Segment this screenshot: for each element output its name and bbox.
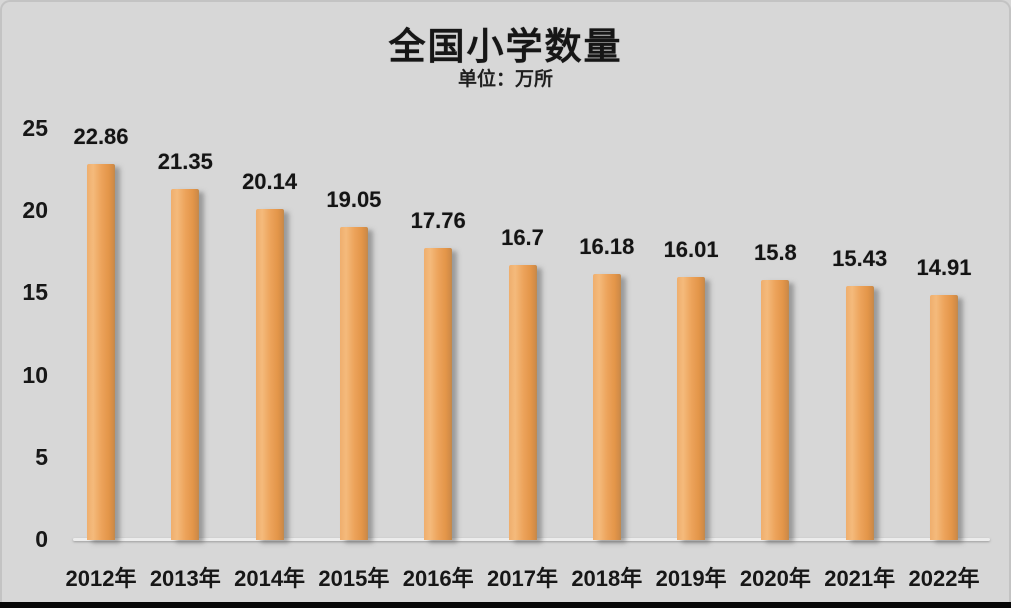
y-tick-label: 15	[22, 279, 48, 306]
bar	[592, 274, 621, 540]
bar-value-label: 16.01	[663, 236, 719, 262]
bar-value-label: 16.7	[501, 225, 544, 251]
bar	[255, 208, 284, 540]
y-tick-label: 20	[22, 197, 48, 224]
x-tick-label: 2015年	[318, 566, 390, 591]
bar	[845, 286, 874, 540]
x-tick-label: 2020年	[739, 566, 811, 591]
bar-value-label: 15.8	[753, 240, 797, 266]
bar-value-label: 20.14	[242, 168, 298, 194]
bar	[930, 294, 958, 540]
y-tick-label: 25	[22, 115, 48, 141]
chart-title: 全国小学数量	[388, 26, 623, 67]
bar-value-label: 17.76	[410, 208, 466, 234]
x-tick-label: 2021年	[824, 566, 896, 591]
bar-value-label: 21.35	[157, 149, 213, 174]
x-tick-label: 2016年	[402, 566, 474, 591]
bar-value-label: 15.43	[832, 246, 888, 272]
bar	[761, 280, 790, 540]
bottom-border-strip	[0, 602, 1011, 608]
bar	[508, 265, 537, 540]
bar	[171, 189, 200, 540]
x-tick-label: 2018年	[571, 566, 643, 591]
bar-value-label: 22.86	[73, 124, 129, 150]
x-tick-label: 2012年	[65, 566, 137, 591]
bar	[424, 248, 453, 540]
bar-value-label: 19.05	[326, 186, 382, 212]
y-tick-label: 10	[22, 361, 48, 388]
y-tick-label: 0	[35, 526, 48, 552]
bar	[677, 276, 706, 540]
x-tick-label: 2014年	[234, 566, 306, 591]
y-tick-label: 5	[35, 443, 48, 470]
bar-value-label: 16.18	[579, 234, 635, 259]
bar	[87, 164, 115, 540]
x-tick-label: 2017年	[487, 566, 558, 591]
x-tick-label: 2013年	[149, 566, 221, 591]
chart-subtitle: 单位：万所	[457, 69, 553, 90]
bar	[339, 226, 368, 540]
x-tick-label: 2022年	[908, 566, 980, 591]
bar-value-label: 14.91	[916, 254, 972, 280]
x-tick-label: 2019年	[655, 566, 727, 591]
